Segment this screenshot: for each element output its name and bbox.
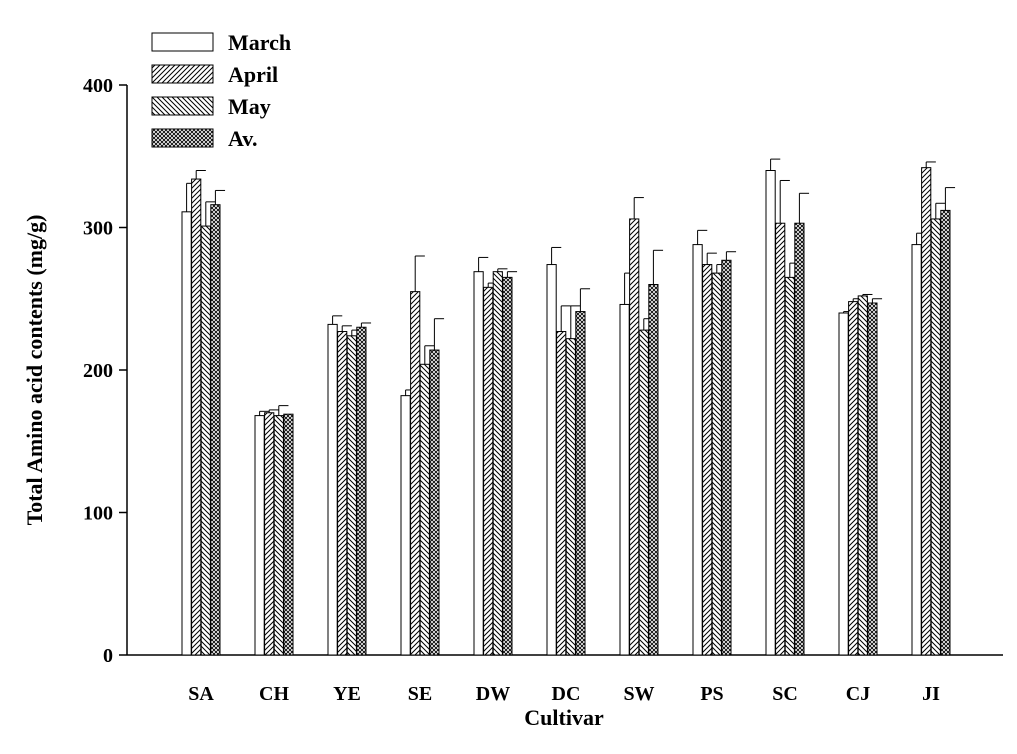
bar <box>191 178 202 656</box>
bar <box>848 301 859 656</box>
bar <box>181 211 192 656</box>
bar <box>346 335 357 656</box>
bar <box>410 291 421 656</box>
x-tick-label: YE <box>333 683 361 705</box>
legend-label: Av. <box>228 126 258 151</box>
bar <box>400 395 411 656</box>
x-tick-label: SA <box>188 683 214 705</box>
y-tick-label: 200 <box>83 360 113 382</box>
legend-swatch <box>151 32 214 52</box>
x-tick-label: SC <box>772 683 798 705</box>
legend-swatch <box>151 64 214 84</box>
bar <box>619 303 630 656</box>
x-tick-label: SE <box>408 683 432 705</box>
y-tick-labels: 0 100 200 300 400 <box>83 75 127 667</box>
bar <box>638 329 649 656</box>
bar <box>429 349 440 656</box>
bar <box>711 272 722 656</box>
x-tick-labels: SA CH YE SE DW DC SW PS SC CJ JI <box>188 683 940 705</box>
bar <box>356 326 367 656</box>
bar <box>921 167 932 656</box>
bar <box>273 415 284 656</box>
legend-label: May <box>228 94 271 119</box>
bars <box>181 158 956 656</box>
y-axis-title: Total Amino acid contents (mg/g) <box>22 215 47 526</box>
bar <box>867 302 878 656</box>
bar <box>784 276 795 656</box>
bar <box>210 204 221 656</box>
bar <box>838 312 849 656</box>
bar <box>327 323 338 656</box>
legend-swatch <box>151 128 214 148</box>
y-tick-label: 100 <box>83 503 113 525</box>
legend-swatch <box>151 96 214 116</box>
y-tick-label: 300 <box>83 218 113 240</box>
x-tick-label: DC <box>552 683 581 705</box>
x-tick-label: DW <box>476 683 510 705</box>
bar <box>283 413 294 656</box>
bar <box>575 311 586 656</box>
bar <box>419 363 430 656</box>
bar <box>721 259 732 656</box>
bar <box>502 276 513 656</box>
bar <box>200 225 211 656</box>
bar <box>857 295 868 656</box>
bar <box>565 338 576 656</box>
x-tick-label: SW <box>623 683 654 705</box>
bar <box>337 331 348 656</box>
bar <box>556 331 567 656</box>
bar <box>648 284 659 656</box>
bar <box>629 218 640 656</box>
bar <box>264 412 275 656</box>
bar <box>254 415 265 656</box>
legend-label: April <box>228 62 278 87</box>
y-tick-label: 0 <box>103 645 113 667</box>
bar <box>492 271 503 656</box>
x-tick-label: PS <box>700 683 723 705</box>
bar <box>483 286 494 656</box>
x-tick-label: JI <box>922 683 940 705</box>
bar <box>940 209 951 656</box>
bar <box>911 244 922 656</box>
bar <box>702 264 713 656</box>
x-axis-title: Cultivar <box>524 705 604 730</box>
x-tick-label: CJ <box>846 683 870 705</box>
bar <box>765 170 776 656</box>
bar <box>794 222 805 656</box>
x-tick-label: CH <box>259 683 289 705</box>
bar <box>930 218 941 656</box>
bar <box>692 244 703 656</box>
legend: March April May Av. <box>151 30 291 151</box>
y-tick-label: 400 <box>83 75 113 97</box>
bar <box>775 222 786 656</box>
bar <box>546 264 557 656</box>
bar <box>473 271 484 656</box>
legend-label: March <box>228 30 291 55</box>
